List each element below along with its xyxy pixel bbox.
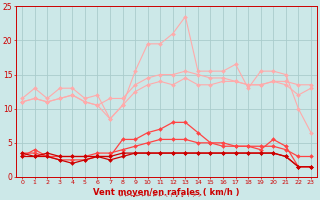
Text: ← ← ← ← ← ← ← ← ↖ ↑ ↙ ↙ ↑ ↗ ↗: ← ← ← ← ← ← ← ← ↖ ↑ ↙ ↙ ↑ ↗ ↗ — [119, 193, 201, 198]
X-axis label: Vent moyen/en rafales ( km/h ): Vent moyen/en rafales ( km/h ) — [93, 188, 240, 197]
